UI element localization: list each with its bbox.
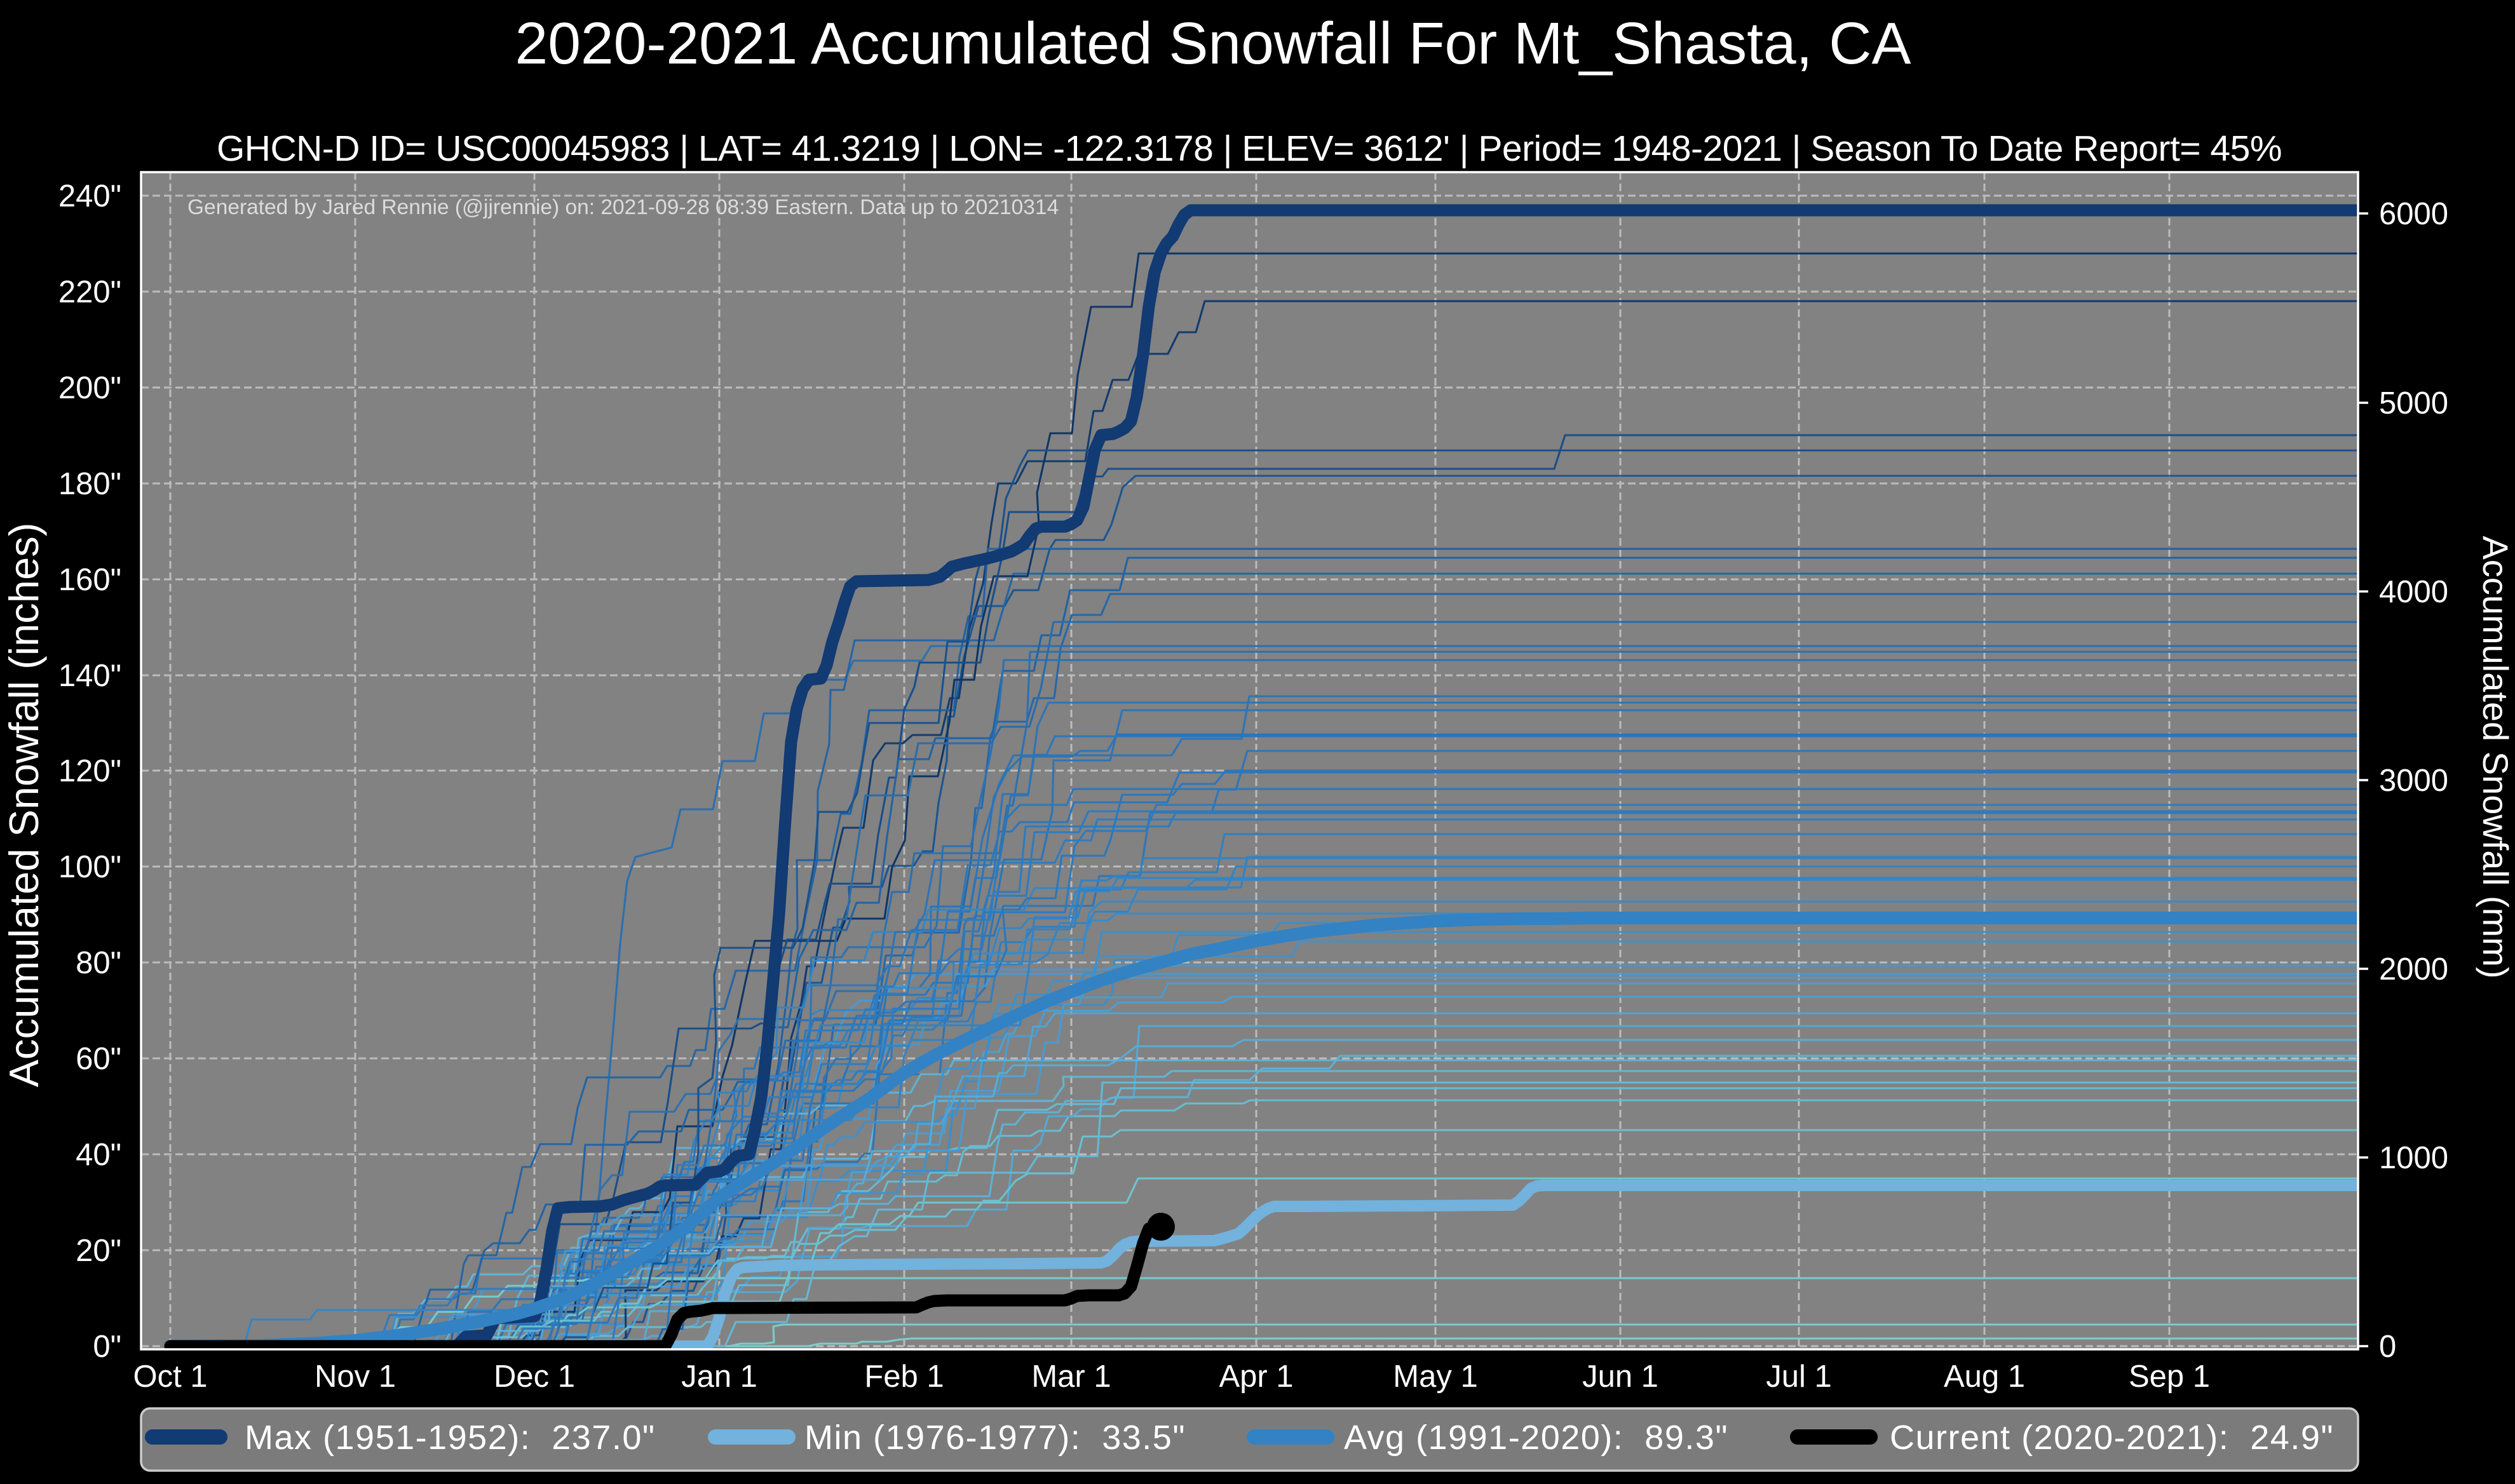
- svg-text:0: 0: [2379, 1330, 2396, 1364]
- svg-text:2020-2021 Accumulated Snowfall: 2020-2021 Accumulated Snowfall For Mt_Sh…: [515, 10, 1911, 76]
- svg-text:Accumulated Snowfall (inches): Accumulated Snowfall (inches): [1, 523, 47, 1088]
- svg-text:Dec 1: Dec 1: [494, 1359, 575, 1394]
- svg-text:3000: 3000: [2379, 764, 2448, 798]
- svg-text:Jun 1: Jun 1: [1582, 1359, 1658, 1394]
- svg-text:Feb 1: Feb 1: [864, 1359, 944, 1394]
- svg-text:2000: 2000: [2379, 952, 2448, 987]
- svg-text:6000: 6000: [2379, 197, 2448, 231]
- svg-text:Accumulated Snowfall (mm): Accumulated Snowfall (mm): [2476, 536, 2515, 978]
- svg-text:Oct 1: Oct 1: [133, 1359, 207, 1394]
- svg-text:Jan 1: Jan 1: [681, 1359, 757, 1394]
- svg-text:100": 100": [58, 850, 121, 884]
- svg-text:5000: 5000: [2379, 386, 2448, 421]
- svg-text:May 1: May 1: [1393, 1359, 1477, 1394]
- svg-text:200": 200": [58, 371, 121, 405]
- svg-text:180": 180": [58, 467, 121, 501]
- svg-text:GHCN-D ID= USC00045983 | LAT=: GHCN-D ID= USC00045983 | LAT= 41.3219 | …: [217, 128, 2282, 169]
- svg-text:40": 40": [76, 1138, 121, 1172]
- svg-text:Apr 1: Apr 1: [1219, 1359, 1293, 1394]
- svg-text:1000: 1000: [2379, 1141, 2448, 1175]
- svg-text:80": 80": [76, 946, 121, 980]
- svg-text:140": 140": [58, 659, 121, 693]
- svg-text:Nov 1: Nov 1: [315, 1359, 396, 1394]
- svg-text:Avg (1991-2020): 89.3": Avg (1991-2020): 89.3": [1344, 1419, 1728, 1457]
- svg-text:Aug 1: Aug 1: [1944, 1359, 2025, 1394]
- svg-text:240": 240": [58, 179, 121, 213]
- svg-text:160": 160": [58, 563, 121, 597]
- svg-text:Sep 1: Sep 1: [2129, 1359, 2210, 1394]
- svg-text:Generated by Jared Rennie (@jj: Generated by Jared Rennie (@jjrennie) on…: [187, 196, 1059, 219]
- svg-text:Min (1976-1977): 33.5": Min (1976-1977): 33.5": [804, 1419, 1186, 1457]
- svg-text:220": 220": [58, 275, 121, 309]
- svg-text:Mar 1: Mar 1: [1031, 1359, 1111, 1394]
- svg-text:Jul 1: Jul 1: [1766, 1359, 1832, 1394]
- svg-text:20": 20": [76, 1234, 121, 1268]
- svg-text:4000: 4000: [2379, 575, 2448, 609]
- svg-text:120": 120": [58, 754, 121, 788]
- svg-text:0": 0": [93, 1330, 121, 1364]
- svg-text:60": 60": [76, 1042, 121, 1076]
- svg-text:Current (2020-2021): 24.9": Current (2020-2021): 24.9": [1890, 1419, 2334, 1457]
- svg-text:Max (1951-1952): 237.0": Max (1951-1952): 237.0": [245, 1419, 656, 1457]
